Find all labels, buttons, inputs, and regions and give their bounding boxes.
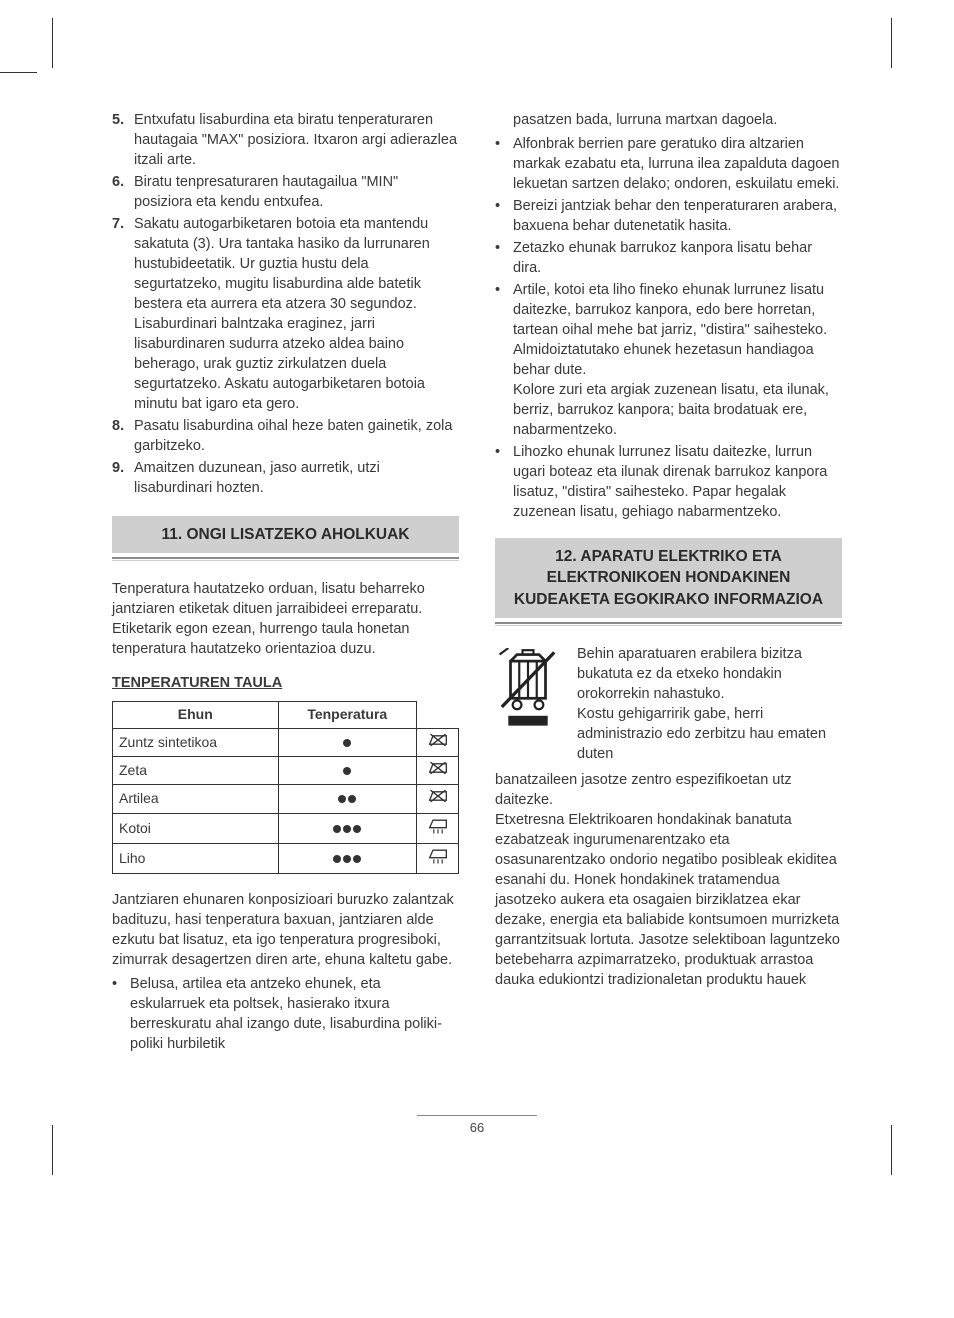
temp-dots (278, 843, 416, 873)
weee-block: Behin aparatuaren erabilera bizitza buka… (495, 644, 842, 768)
bullet-text: Zetazko ehunak barrukoz kanpora lisatu b… (513, 238, 842, 278)
section-11-intro: Tenperatura hautatzeko orduan, lisatu be… (112, 579, 459, 659)
left-bullets: •Belusa, artilea eta antzeko ehunek, eta… (112, 974, 459, 1054)
section-12-title: 12. APARATU ELEKTRIKO ETA ELEKTRONIKOEN … (495, 538, 842, 618)
weee-rest: banatzaileen jasotze zentro espezifikoet… (495, 770, 842, 990)
fabric-name: Zeta (113, 757, 279, 785)
numbered-item: 5.Entxufatu lisaburdina eta biratu tenpe… (112, 110, 459, 170)
bullet-dot: • (495, 238, 513, 278)
temp-dots (278, 728, 416, 756)
temperature-table: Ehun Tenperatura Zuntz sintetikoaZetaArt… (112, 701, 459, 874)
bullet-text: Alfonbrak berrien pare geratuko dira alt… (513, 134, 842, 194)
numbered-item: 6.Biratu tenpresaturaren hautagailua "MI… (112, 172, 459, 212)
section-rule (112, 557, 459, 561)
section-11-title: 11. ONGI LISATZEKO AHOLKUAK (112, 516, 459, 553)
numbered-item: 7.Sakatu autogarbiketaren botoia eta man… (112, 214, 459, 414)
table-row: Artilea (113, 785, 459, 813)
item-number: 7. (112, 214, 134, 414)
col-tenp: Tenperatura (278, 702, 416, 728)
col-ehun: Ehun (113, 702, 279, 728)
bullet-dot: • (112, 974, 130, 1054)
item-number: 9. (112, 458, 134, 498)
item-number: 5. (112, 110, 134, 170)
table-row: Liho (113, 843, 459, 873)
left-column: 5.Entxufatu lisaburdina eta biratu tenpe… (112, 110, 459, 1056)
fabric-name: Artilea (113, 785, 279, 813)
bullet-text: Bereizi jantziak behar den tenperaturare… (513, 196, 842, 236)
bullet-item: •Zetazko ehunak barrukoz kanpora lisatu … (495, 238, 842, 278)
bullet-text: Lihozko ehunak lurrunez lisatu daitezke,… (513, 442, 842, 522)
bullet-text: Belusa, artilea eta antzeko ehunek, eta … (130, 974, 459, 1054)
right-bullets: •Alfonbrak berrien pare geratuko dira al… (495, 134, 842, 522)
numbered-list: 5.Entxufatu lisaburdina eta biratu tenpe… (112, 110, 459, 498)
fabric-name: Zuntz sintetikoa (113, 728, 279, 756)
weee-first: Behin aparatuaren erabilera bizitza buka… (577, 644, 842, 764)
item-text: Entxufatu lisaburdina eta biratu tenpera… (134, 110, 459, 170)
care-icon-cell (417, 785, 459, 813)
bullet-item: •Alfonbrak berrien pare geratuko dira al… (495, 134, 842, 194)
bullet-dot: • (495, 196, 513, 236)
item-text: Biratu tenpresaturaren hautagailua "MIN"… (134, 172, 459, 212)
continuation: pasatzen bada, lurruna martxan dagoela. (495, 110, 842, 130)
item-text: Sakatu autogarbiketaren botoia eta mante… (134, 214, 459, 414)
right-column: pasatzen bada, lurruna martxan dagoela. … (495, 110, 842, 1056)
care-icon-cell (417, 843, 459, 873)
care-icon-cell (417, 757, 459, 785)
table-row: Zeta (113, 757, 459, 785)
section-rule-2 (495, 622, 842, 626)
item-number: 8. (112, 416, 134, 456)
fabric-name: Kotoi (113, 813, 279, 843)
care-icon-cell (417, 728, 459, 756)
bullet-item: •Belusa, artilea eta antzeko ehunek, eta… (112, 974, 459, 1054)
weee-icon (495, 644, 565, 736)
bullet-dot: • (495, 134, 513, 194)
col-icon (417, 702, 459, 728)
item-text: Amaitzen duzunean, jaso aurretik, utzi l… (134, 458, 459, 498)
bullet-item: •Lihozko ehunak lurrunez lisatu daitezke… (495, 442, 842, 522)
bullet-item: •Artile, kotoi eta liho fineko ehunak lu… (495, 280, 842, 440)
temp-dots (278, 813, 416, 843)
table-row: Kotoi (113, 813, 459, 843)
bullet-item: •Bereizi jantziak behar den tenperaturar… (495, 196, 842, 236)
care-icon-cell (417, 813, 459, 843)
after-table-text: Jantziaren ehunaren konposizioari buruzk… (112, 890, 459, 970)
numbered-item: 8.Pasatu lisaburdina oihal heze baten ga… (112, 416, 459, 456)
item-text: Pasatu lisaburdina oihal heze baten gain… (134, 416, 459, 456)
item-number: 6. (112, 172, 134, 212)
page-number: 66 (42, 1120, 912, 1135)
temp-dots (278, 785, 416, 813)
table-row: Zuntz sintetikoa (113, 728, 459, 756)
temp-dots (278, 757, 416, 785)
table-heading: TENPERATUREN TAULA (112, 673, 459, 693)
numbered-item: 9.Amaitzen duzunean, jaso aurretik, utzi… (112, 458, 459, 498)
fabric-name: Liho (113, 843, 279, 873)
bullet-text: Artile, kotoi eta liho fineko ehunak lur… (513, 280, 842, 440)
bullet-dot: • (495, 442, 513, 522)
bullet-dot: • (495, 280, 513, 440)
